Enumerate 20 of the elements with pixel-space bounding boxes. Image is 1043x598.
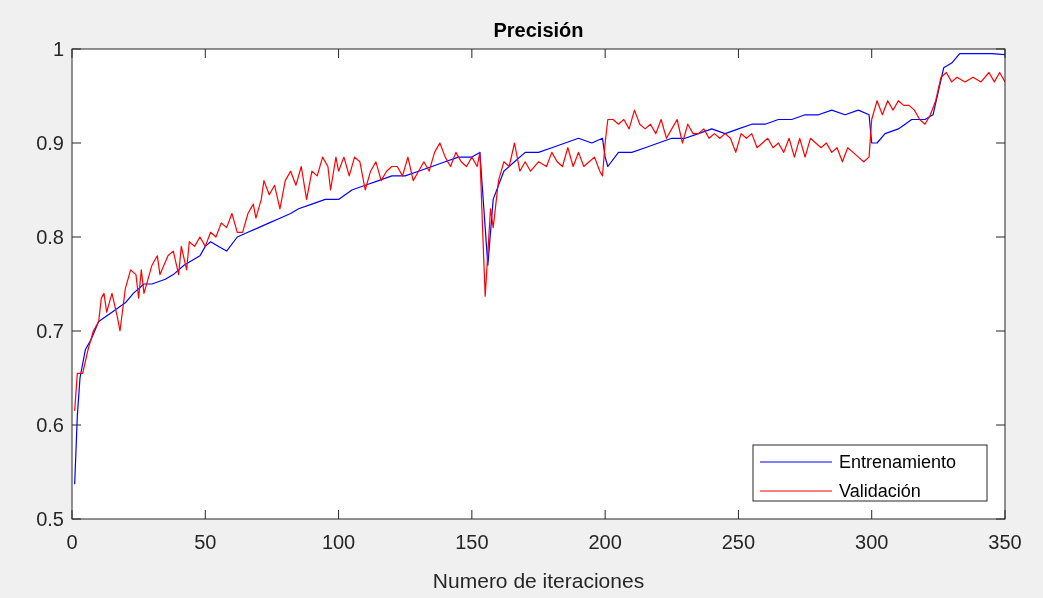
legend-label: Entrenamiento xyxy=(839,452,957,473)
y-tick-label: 0.6 xyxy=(36,414,64,436)
x-tick-label: 100 xyxy=(321,531,356,553)
x-axis-title: Numero de iteraciones xyxy=(432,569,645,592)
y-tick-label: 0.9 xyxy=(36,132,64,154)
chart-title: Precisión xyxy=(493,19,584,41)
line-series xyxy=(74,71,1005,412)
x-tick-label: 300 xyxy=(855,531,889,553)
y-tick-label: 0.8 xyxy=(36,226,64,248)
legend-label: Validación xyxy=(839,481,921,502)
x-tick-label: 150 xyxy=(455,531,489,553)
x-tick-label: 350 xyxy=(988,531,1022,553)
line-series xyxy=(74,53,1005,485)
x-tick-label: 0 xyxy=(66,531,78,553)
y-tick-label: 1 xyxy=(52,38,64,60)
x-tick-label: 200 xyxy=(588,531,622,553)
x-tick-label: 250 xyxy=(721,531,756,553)
y-tick-label: 0.7 xyxy=(36,320,64,342)
x-tick-label: 50 xyxy=(194,531,217,553)
y-tick-label: 0.5 xyxy=(36,508,64,530)
